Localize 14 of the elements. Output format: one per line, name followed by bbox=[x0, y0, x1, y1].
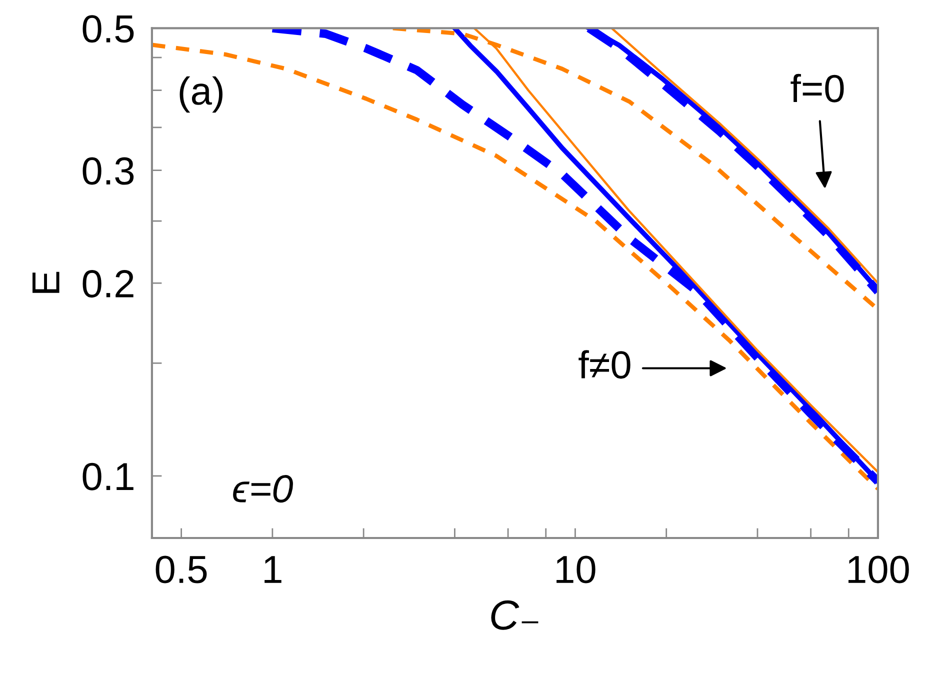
x-tick-label: 10 bbox=[556, 556, 596, 584]
x-axis-title: C₋ bbox=[491, 600, 538, 630]
annotation: (a) bbox=[180, 76, 222, 113]
y-axis-title: E bbox=[32, 272, 60, 293]
y-tick-label: 0.2 bbox=[82, 270, 134, 298]
annotation: f≠0 bbox=[578, 350, 630, 379]
x-tick-label: 1 bbox=[264, 556, 282, 583]
y-tick-label: 0.5 bbox=[82, 15, 134, 43]
y-tick-label: 0.1 bbox=[82, 462, 134, 490]
annotation: f=0 bbox=[790, 74, 844, 102]
annotation: ϵ=0 bbox=[233, 475, 293, 503]
x-tick-label: 0.5 bbox=[156, 556, 207, 584]
x-tick-label: 100 bbox=[848, 556, 909, 584]
y-tick-label: 0.3 bbox=[82, 157, 134, 185]
